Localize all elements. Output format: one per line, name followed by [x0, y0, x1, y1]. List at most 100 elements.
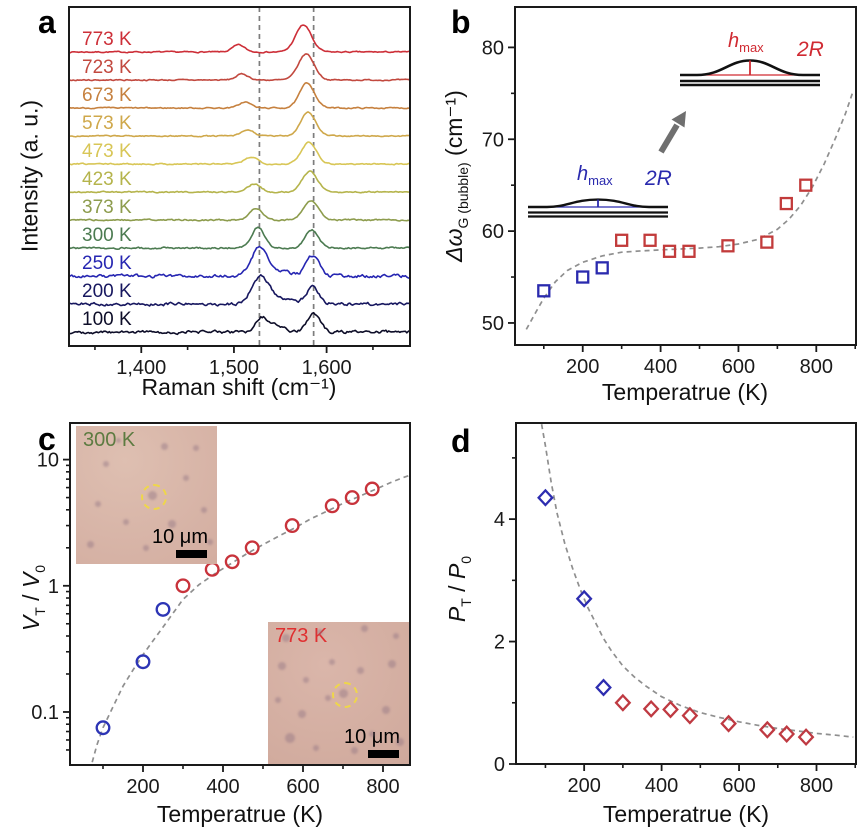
micro-bubble-spot	[338, 688, 348, 698]
x-tick-label: 400	[644, 356, 677, 378]
data-point	[537, 488, 554, 507]
spectrum-curve	[68, 226, 410, 250]
inset-temperature-label: 300 K	[83, 429, 136, 451]
spectrum-curve	[68, 111, 410, 138]
micro-bubble-spot	[356, 666, 364, 674]
panel-d-letter: d	[451, 423, 471, 459]
fit-curve	[525, 90, 855, 330]
spectrum-temperature-label: 773 K	[82, 29, 132, 50]
micro-bubble-spot	[325, 695, 331, 701]
data-point	[595, 261, 609, 275]
panel-a-letter: a	[38, 4, 56, 40]
spectrum-temperature-label: 300 K	[82, 225, 132, 246]
micro-bubble-spot	[313, 745, 319, 751]
plot-frame	[68, 6, 411, 347]
bubble-schematics	[528, 59, 820, 218]
micrograph-inset-773k: 773 K 10 μm	[268, 622, 409, 764]
panel-d-chart: 200 400 600 800 0 2 4	[494, 422, 857, 797]
micro-bubble-spot	[369, 731, 375, 737]
data-point	[95, 720, 111, 736]
panel-a-chart: 773 K 723 K 673 K 573 K 473 K 423 K 373 K 300 K…	[68, 6, 411, 379]
spectrum-temperature-label: 673 K	[82, 85, 132, 106]
2r-label-large-bubble: 2R	[797, 38, 824, 61]
x-tick-label: 200	[566, 356, 599, 378]
micro-bubble-spot	[86, 540, 94, 548]
micro-bubble-spot	[147, 490, 157, 500]
data-point	[779, 196, 793, 211]
panel-a-ylabel: Intensity (a. u.)	[16, 99, 43, 253]
micro-bubble-spot	[298, 710, 306, 718]
growth-arrow	[658, 123, 680, 154]
panel-c-letter: c	[38, 421, 56, 457]
data-point	[204, 561, 220, 577]
data-point	[797, 728, 815, 747]
t-subscript: T	[457, 598, 474, 607]
zero-subscript: 0	[457, 555, 474, 564]
spectrum-curve	[68, 274, 410, 307]
spectrum-curve	[68, 24, 410, 54]
spectrum-curve	[68, 170, 410, 194]
micro-bubble-spot	[168, 520, 176, 528]
data-point	[721, 239, 735, 253]
panel-b-chart: 200 400 600 800 50 60 70 80	[482, 6, 857, 378]
micro-bubble-spot	[103, 461, 109, 467]
panel-a: 773 K 723 K 673 K 573 K 473 K 423 K 373 K 300 K…	[0, 0, 433, 417]
ylabel-subscript: G (bubble)	[454, 162, 471, 229]
data-point	[681, 706, 699, 725]
data-series	[537, 261, 609, 298]
data-point	[614, 693, 632, 712]
micro-bubble-spot	[388, 660, 396, 668]
panel-c-ylabel: VT / V0	[18, 565, 48, 631]
micro-bubble-spot	[282, 634, 290, 642]
max-subscript: max	[739, 40, 764, 55]
panel-b-xlabel: Temperatrue (K)	[601, 379, 769, 405]
y-tick-label: 10	[37, 450, 59, 472]
data-point	[662, 700, 679, 719]
data-point	[720, 714, 737, 733]
data-point	[682, 244, 696, 258]
micro-bubble-spot	[123, 519, 129, 525]
spectrum-curve	[68, 200, 410, 222]
data-point	[324, 498, 340, 514]
x-tick-label: 800	[800, 356, 833, 378]
data-point	[758, 720, 776, 739]
micrograph-inset-300k: 300 K 10 μm	[76, 426, 217, 564]
panel-a-xlabel: Raman shift (cm⁻¹)	[141, 374, 337, 400]
x-tick-label: 1,400	[116, 357, 166, 379]
data-point	[135, 654, 151, 670]
micro-bubble-spot	[95, 501, 101, 507]
data-point	[537, 284, 551, 298]
data-point	[155, 601, 171, 617]
data-point	[576, 270, 590, 284]
h-symbol: h	[577, 163, 589, 185]
axes: 200 400 600 800 0.1 1 10	[31, 450, 400, 798]
panel-b: 200 400 600 800 50 60 70 80 b ΔωG (bubble) (cm⁻…	[433, 0, 866, 417]
data-series	[175, 481, 380, 594]
scale-bar	[176, 550, 207, 558]
y-tick-label: 0	[494, 754, 505, 776]
spectrum-temperature-label: 250 K	[82, 253, 132, 274]
zero-subscript: 0	[31, 564, 48, 573]
p-symbol: P	[444, 606, 471, 623]
micro-bubble-spot	[160, 442, 168, 450]
2r-label-small-bubble: 2R	[645, 167, 672, 190]
y-tick-label: 1	[48, 576, 59, 598]
spectrum-temperature-label: 473 K	[82, 141, 132, 162]
x-tick-label: 600	[286, 776, 319, 798]
data-point	[224, 554, 240, 570]
data-series	[615, 178, 813, 258]
plot-frame	[69, 422, 411, 766]
h-symbol: h	[728, 30, 740, 52]
panel-d-xlabel: Temperatrue (K)	[602, 801, 770, 827]
x-tick-label: 600	[722, 775, 755, 797]
x-tick-label: 200	[567, 775, 600, 797]
y-tick-label: 4	[494, 509, 505, 531]
micro-bubble-spot	[382, 706, 390, 714]
data-point	[643, 233, 657, 247]
x-tick-label: 600	[722, 356, 755, 378]
scale-bar-label: 10 μm	[344, 726, 400, 748]
micro-bubble-spot	[193, 445, 199, 451]
data-point	[642, 699, 660, 718]
spectrum-curve	[68, 245, 410, 279]
